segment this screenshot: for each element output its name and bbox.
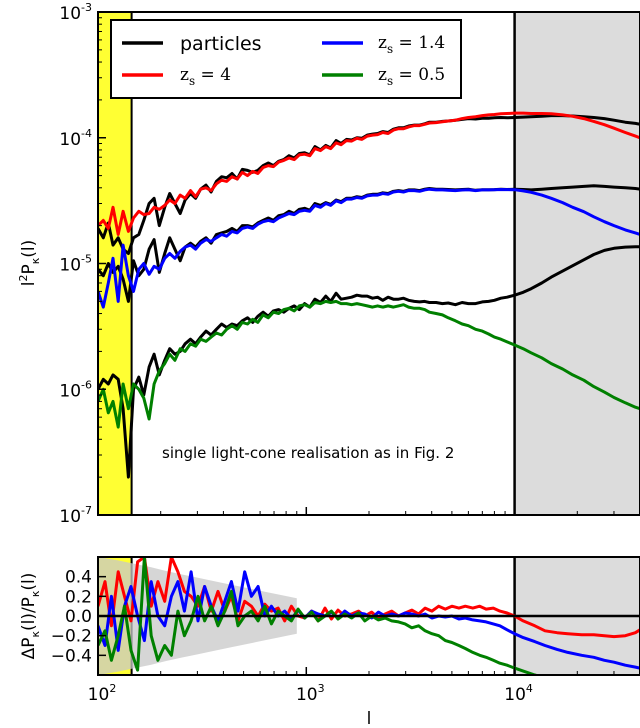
y-axis-label-bottom: ΔPκ(l)/Pκ(l) <box>19 573 42 660</box>
y-tick-label-top: 10-6 <box>59 378 92 401</box>
y-tick-label-bottom: 0.0 <box>65 607 92 627</box>
plot-frame-bottom <box>97 556 640 676</box>
y-tick-label-bottom: −0.4 <box>51 646 92 666</box>
residual-line-z-s-1-4 <box>98 570 640 670</box>
y-axis-label-top: l2Pκ(l) <box>17 240 42 286</box>
legend-label-zs05: zs = 0.5 <box>378 65 445 88</box>
legend: particles zs = 4 zs = 1.4 zs = 0.5 <box>110 19 462 99</box>
y-tick-label-top: 10-5 <box>59 253 92 276</box>
x-tick-label: 102 <box>88 682 117 705</box>
y-tick-label-bottom: 0.4 <box>65 568 92 588</box>
legend-label-zs14: zs = 1.4 <box>378 33 445 56</box>
y-tick-label-bottom: −0.2 <box>51 627 92 647</box>
legend-box <box>110 19 462 99</box>
x-axis-label: l <box>367 709 372 728</box>
series-line-z-s-0-5-5 <box>98 299 640 429</box>
annotation-text: single light-cone realisation as in Fig.… <box>162 444 454 462</box>
legend-label-particles: particles <box>180 33 262 55</box>
y-tick-label-top: 10-7 <box>59 504 92 527</box>
legend-label-zs4: zs = 4 <box>180 65 231 88</box>
residual-line-z-s-0-5 <box>98 557 541 675</box>
series-line-z-s-4-3 <box>98 111 640 236</box>
y-tick-label-bottom: 0.2 <box>65 587 92 607</box>
series-line-z-s-1-4-4 <box>98 187 640 309</box>
top-panel: 10-7 10-6 10-5 10-4 10-3 l2Pκ(l) particles z… <box>17 1 640 527</box>
x-tick-label: 103 <box>296 682 325 705</box>
y-tick-label-top: 10-4 <box>59 127 92 150</box>
y-tick-label-top: 10-3 <box>59 1 92 24</box>
x-tick-label: 104 <box>504 682 533 705</box>
